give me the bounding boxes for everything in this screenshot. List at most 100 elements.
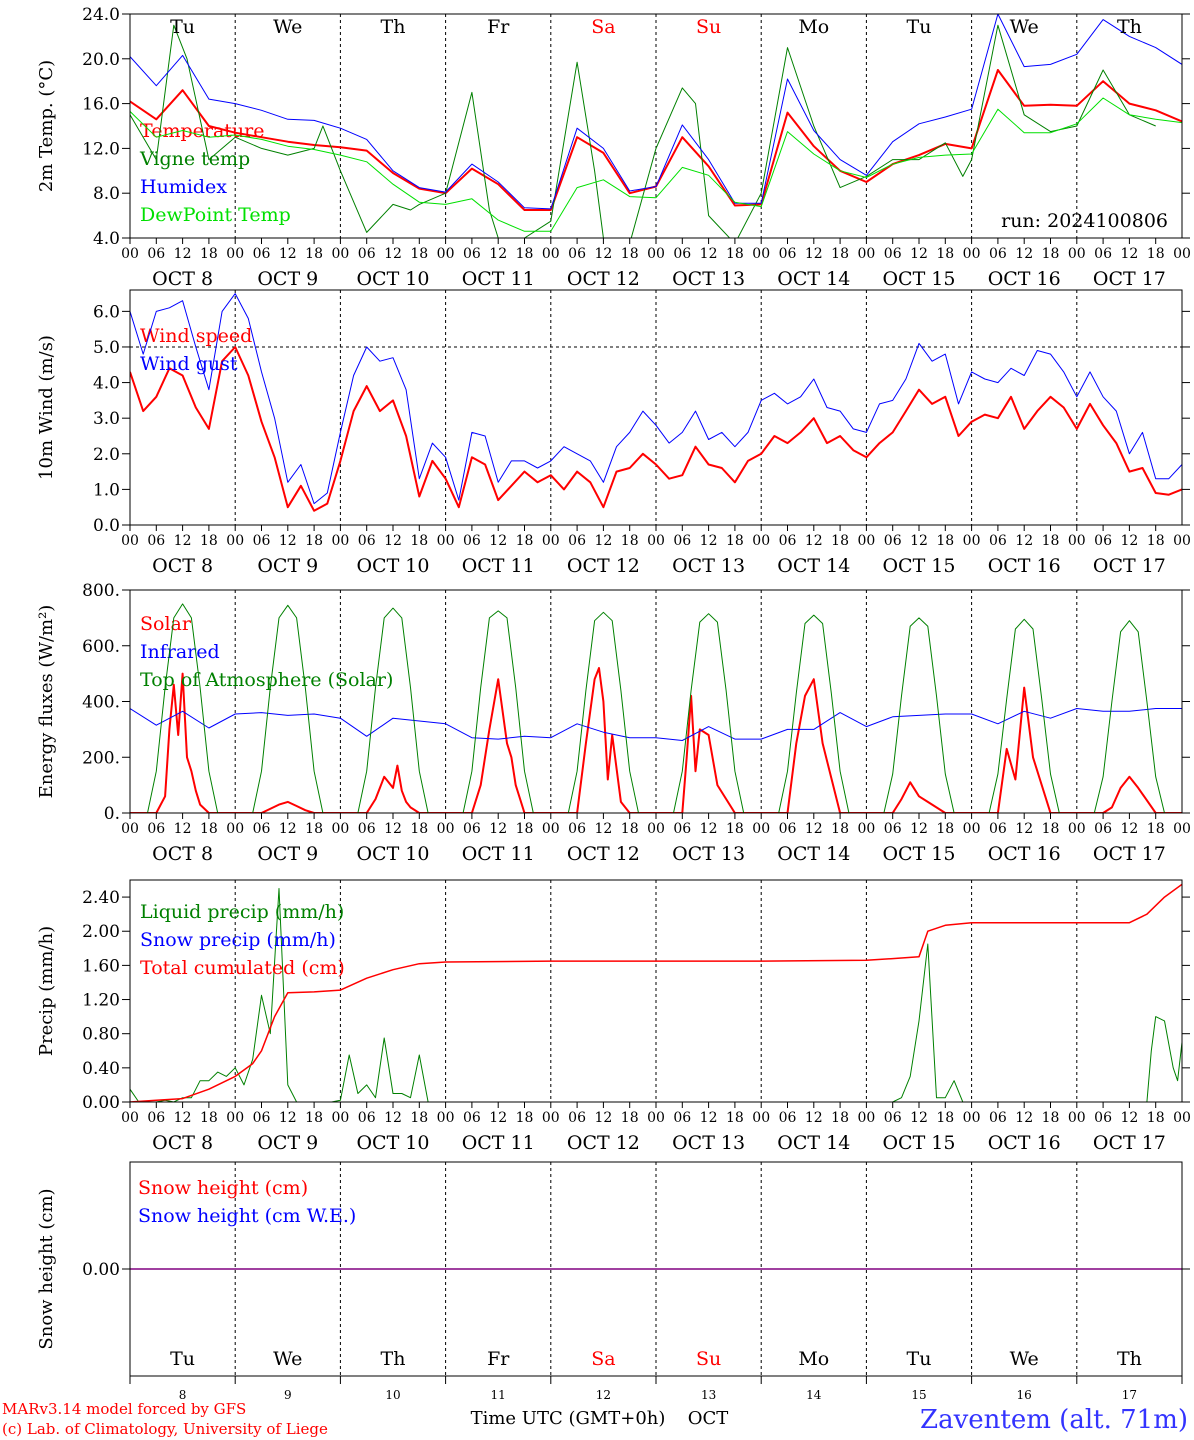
hour-label: 00 — [121, 821, 139, 837]
hour-label: 12 — [174, 533, 192, 549]
y-tick-label: 4.0 — [93, 374, 120, 394]
y-tick-label: 4.0 — [93, 229, 120, 249]
panel-wind: Wind speed Wind gust 0.0 1.0 2.0 3.0 4.0 5.0 6.0… — [36, 289, 1191, 577]
day-name-bottom: Th — [1117, 1348, 1142, 1370]
hour-label: 12 — [174, 1110, 192, 1126]
hour-label: 12 — [1120, 246, 1138, 262]
date-label: OCT 16 — [988, 268, 1061, 290]
date-label: OCT 8 — [152, 1132, 213, 1154]
y-tick-label: 600. — [82, 637, 120, 657]
hour-label: 00 — [542, 1110, 560, 1126]
legend-entry: Vigne temp — [139, 148, 250, 170]
hour-label: 18 — [200, 1110, 218, 1126]
hour-label: 06 — [253, 533, 271, 549]
hour-label: 06 — [1094, 246, 1112, 262]
date-label: OCT 10 — [356, 268, 429, 290]
hour-label: 18 — [410, 533, 428, 549]
date-label: OCT 12 — [567, 843, 640, 865]
hour-label: 06 — [673, 821, 691, 837]
hour-label: 12 — [594, 821, 612, 837]
model-credit: MARv3.14 model forced by GFS — [2, 1400, 246, 1418]
date-label: OCT 11 — [462, 1132, 535, 1154]
x-axis-label: Time UTC (GMT+0h) — [471, 1408, 666, 1429]
date-label: OCT 16 — [988, 1132, 1061, 1154]
hour-label: 12 — [1120, 533, 1138, 549]
y-tick-label: 24.0 — [82, 5, 120, 25]
hour-label: 12 — [805, 246, 823, 262]
day-name-top: Th — [381, 16, 406, 38]
day-number: 11 — [491, 1388, 506, 1402]
hour-label: 12 — [700, 533, 718, 549]
hour-label: 00 — [226, 1110, 244, 1126]
hour-label: 12 — [279, 533, 297, 549]
y-tick-label: 5.0 — [93, 338, 120, 358]
hour-label-end: 00 — [1173, 246, 1191, 262]
date-label: OCT 15 — [882, 1132, 955, 1154]
date-label: OCT 14 — [777, 268, 850, 290]
hour-label: 06 — [989, 533, 1007, 549]
hour-label: 12 — [700, 1110, 718, 1126]
hour-label: 06 — [884, 533, 902, 549]
date-label: OCT 11 — [462, 843, 535, 865]
hour-label: 18 — [621, 821, 639, 837]
y-tick-label: 2.40 — [82, 888, 120, 908]
date-label: OCT 17 — [1093, 1132, 1166, 1154]
hour-label: 00 — [331, 533, 349, 549]
x-axis-month: OCT — [688, 1408, 729, 1429]
date-label: OCT 14 — [777, 555, 850, 577]
legend-entry: Liquid precip (mm/h) — [140, 901, 344, 923]
hour-label: 00 — [121, 533, 139, 549]
day-number: 16 — [1017, 1388, 1032, 1402]
day-name-top: Su — [696, 16, 721, 38]
date-label: OCT 10 — [356, 555, 429, 577]
hour-label: 00 — [331, 246, 349, 262]
hour-label: 12 — [279, 821, 297, 837]
series-line-wind-1 — [130, 293, 1182, 505]
date-label: OCT 13 — [672, 843, 745, 865]
hour-label: 06 — [253, 821, 271, 837]
day-name-bottom: We — [273, 1348, 302, 1370]
date-label: OCT 8 — [152, 555, 213, 577]
hour-label: 06 — [147, 1110, 165, 1126]
hour-label: 00 — [752, 246, 770, 262]
hour-label: 12 — [279, 246, 297, 262]
hour-label: 06 — [1094, 1110, 1112, 1126]
day-number: 14 — [806, 1388, 822, 1402]
hour-label: 12 — [1120, 821, 1138, 837]
day-number: 10 — [385, 1388, 400, 1402]
hour-label: 06 — [1094, 533, 1112, 549]
day-number: 15 — [911, 1388, 926, 1402]
y-tick-label: 2.0 — [93, 445, 120, 465]
hour-label: 00 — [963, 246, 981, 262]
hour-label: 12 — [384, 821, 402, 837]
hour-label: 00 — [752, 821, 770, 837]
hour-label: 06 — [147, 246, 165, 262]
hour-label: 12 — [910, 533, 928, 549]
y-tick-label: 200. — [82, 748, 120, 768]
hour-label: 18 — [200, 246, 218, 262]
hour-label: 06 — [1094, 821, 1112, 837]
panel-energy: Solar Infrared Top of Atmosphere (Solar) 0.… — [36, 581, 1191, 865]
hour-label: 06 — [147, 533, 165, 549]
hour-label: 12 — [594, 533, 612, 549]
hour-label: 18 — [410, 246, 428, 262]
y-tick-label: 1.60 — [82, 956, 120, 976]
y-tick-label: 1.20 — [82, 991, 120, 1011]
hour-label: 18 — [831, 821, 849, 837]
hour-label: 00 — [647, 1110, 665, 1126]
hour-label: 06 — [463, 1110, 481, 1126]
date-label: OCT 11 — [462, 268, 535, 290]
day-name-bottom: Th — [381, 1348, 406, 1370]
hour-label: 00 — [1068, 533, 1086, 549]
plot-frame — [129, 589, 1183, 814]
hour-label: 00 — [963, 533, 981, 549]
hour-label: 00 — [437, 821, 455, 837]
y-axis-label: Precip (mm/h) — [36, 926, 57, 1056]
date-label: OCT 13 — [672, 268, 745, 290]
panel-precip: Liquid precip (mm/h) Snow precip (mm/h) To… — [36, 879, 1191, 1154]
hour-label: 00 — [437, 533, 455, 549]
day-name-bottom: Tu — [907, 1348, 932, 1370]
hour-label: 00 — [857, 1110, 875, 1126]
y-tick-label: 800. — [82, 581, 120, 601]
